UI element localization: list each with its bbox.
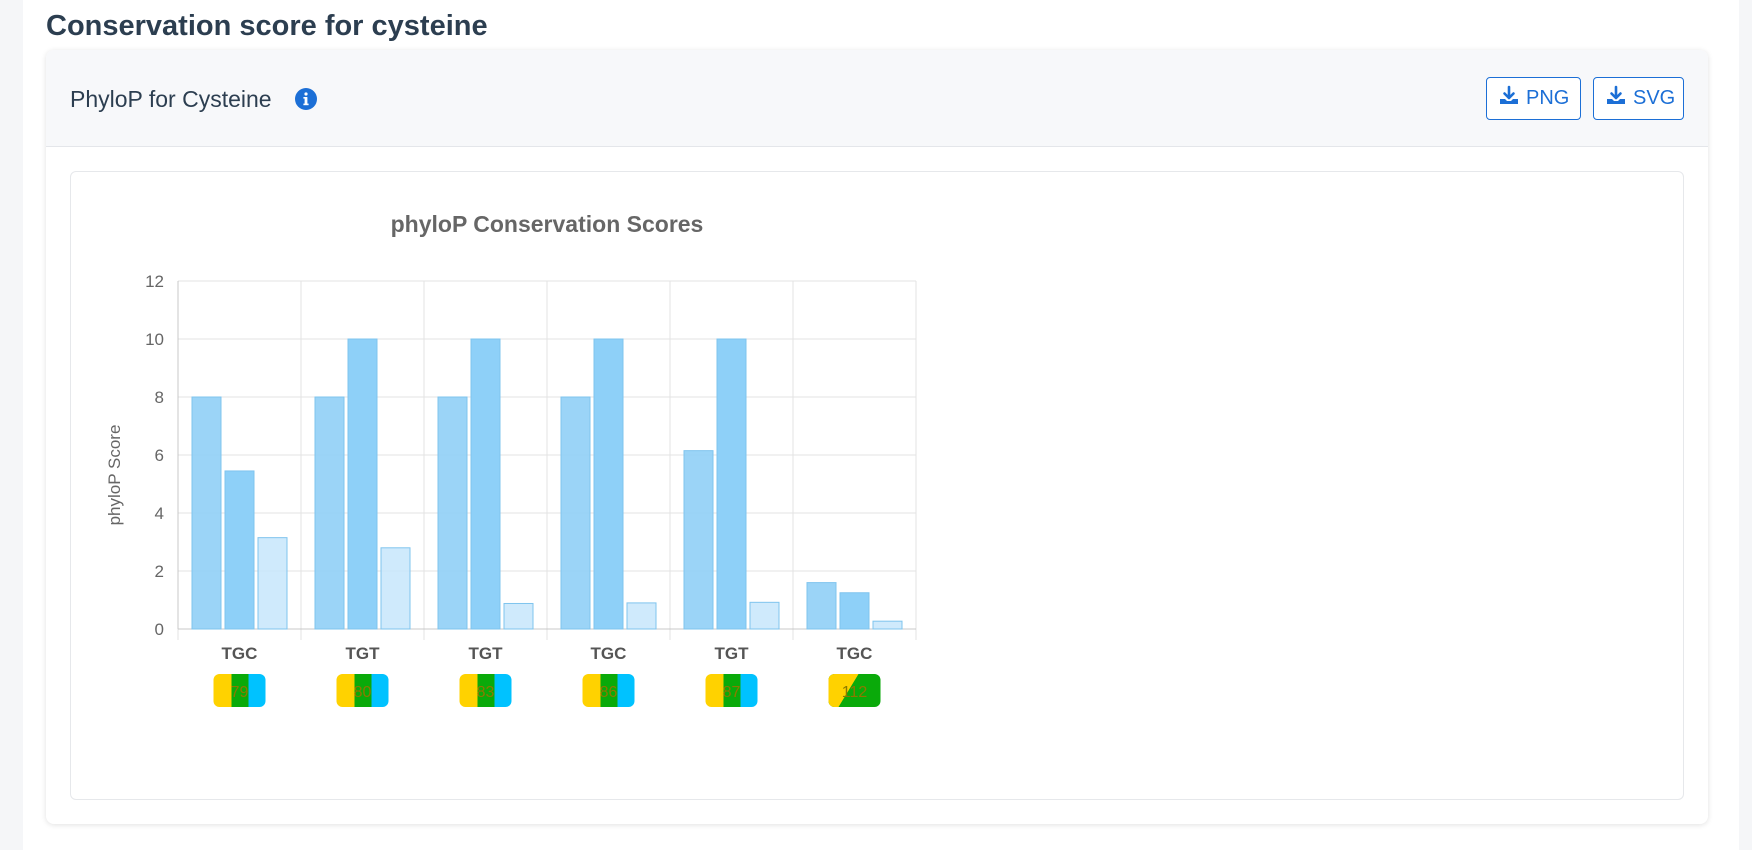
card-header: PhyloP for Cysteine PNG: [46, 50, 1708, 147]
download-png-label: PNG: [1526, 87, 1570, 109]
x-tick-label: TGC: [837, 644, 873, 663]
bar: [470, 338, 501, 630]
download-svg-label: SVG: [1633, 87, 1676, 109]
bar: [872, 620, 903, 630]
codon-badge: [213, 674, 266, 707]
bar: [380, 547, 411, 630]
bar: [749, 601, 780, 630]
codon-badge-label: 80: [354, 684, 372, 701]
bar: [347, 338, 378, 630]
x-tick-label: TGC: [222, 644, 258, 663]
bar: [839, 592, 870, 630]
phylop-card: PhyloP for Cysteine PNG: [46, 50, 1708, 824]
bar: [593, 338, 624, 630]
codon-badge-label: 112: [842, 684, 868, 701]
codon-badge-label: 79: [231, 684, 249, 701]
section-title: Conservation score for cysteine: [46, 10, 488, 42]
y-tick-label: 10: [145, 330, 164, 349]
y-tick-label: 0: [155, 620, 164, 639]
codon-badge: [582, 674, 635, 707]
y-tick-label: 4: [155, 504, 164, 523]
codon-badge: [828, 674, 881, 707]
x-tick-label: TGT: [469, 644, 504, 663]
card-title: PhyloP for Cysteine: [70, 86, 272, 112]
codon-badge: [459, 674, 512, 707]
download-svg-button[interactable]: SVG: [1593, 77, 1684, 120]
bar: [224, 470, 255, 630]
bar: [560, 396, 591, 630]
y-tick-label: 6: [155, 446, 164, 465]
x-tick-label: TGT: [346, 644, 381, 663]
chart-title: phyloP Conservation Scores: [391, 211, 704, 237]
download-icon: [1605, 85, 1627, 113]
bar: [437, 396, 468, 630]
codon-badge-label: 86: [600, 684, 618, 701]
info-circle-icon[interactable]: [294, 87, 318, 111]
bar: [257, 537, 288, 630]
y-tick-label: 12: [145, 272, 164, 291]
bar: [683, 450, 714, 630]
bar: [716, 338, 747, 630]
bar: [806, 582, 837, 630]
bar: [503, 602, 534, 630]
codon-badge-label: 83: [477, 684, 495, 701]
phylop-bar-chart: 0 2 4 6 8 10 12 TGC TGT TGT TGC TGT TGC 79 80 83 86 87 112…: [105, 211, 917, 707]
chart-container: 0 2 4 6 8 10 12 TGC TGT TGT TGC TGT TGC 79 80 83 86 87 112…: [70, 171, 1684, 800]
codon-badge-label: 87: [723, 684, 741, 701]
y-tick-label: 8: [155, 388, 164, 407]
codon-badge: [336, 674, 389, 707]
x-tick-label: TGT: [715, 644, 750, 663]
download-png-button[interactable]: PNG: [1486, 77, 1581, 120]
y-tick-label: 2: [155, 562, 164, 581]
bar: [626, 602, 657, 630]
codon-badge: [705, 674, 758, 707]
bar: [314, 396, 345, 630]
x-tick-label: TGC: [591, 644, 627, 663]
bar: [191, 396, 222, 630]
y-axis-label: phyloP Score: [105, 425, 124, 526]
download-icon: [1498, 85, 1520, 113]
